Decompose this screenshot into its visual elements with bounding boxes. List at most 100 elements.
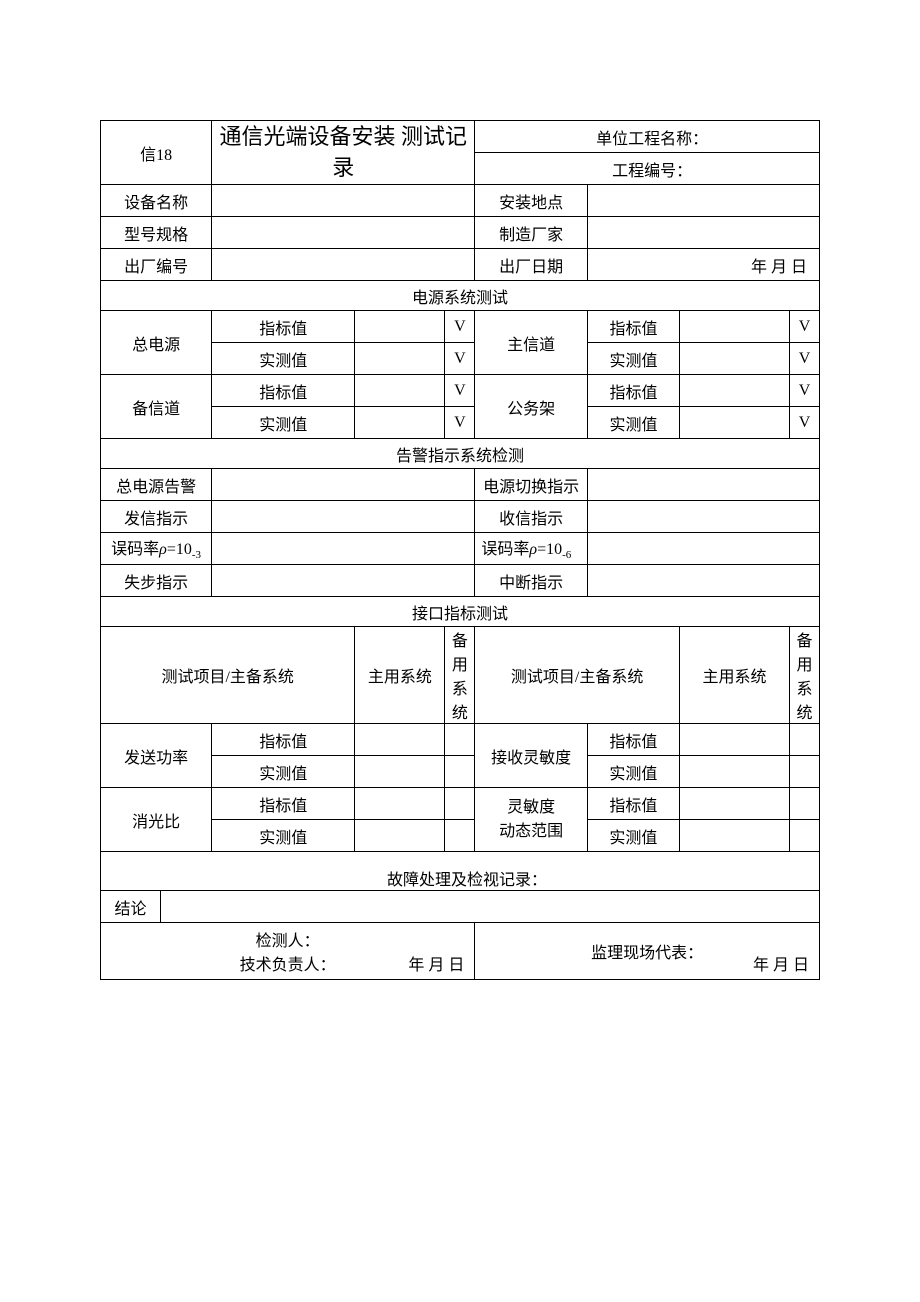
rx-indicator-label: 收信指示 (475, 501, 588, 533)
tx-power-measured-main (355, 756, 445, 788)
unit-v: V (790, 375, 820, 407)
main-power-measured-label: 实测值 (212, 343, 355, 375)
rx-indicator-value (587, 501, 819, 533)
main-channel-measured-label: 实测值 (587, 343, 679, 375)
main-channel-label: 主信道 (475, 311, 588, 375)
rx-sens-indicator-main (679, 724, 789, 756)
rx-sens-indicator-backup (790, 724, 820, 756)
extinction-ratio-label: 消光比 (101, 788, 212, 852)
rx-sens-measured-backup (790, 756, 820, 788)
ber-1e-3-value (212, 533, 475, 565)
factory-no-value (212, 249, 475, 281)
conclusion-label: 结论 (101, 891, 161, 923)
left-date: 年 月 日 (408, 951, 464, 975)
factory-date-label: 出厂日期 (475, 249, 588, 281)
sens-dr-indicator-main (679, 788, 789, 820)
iface-backup-sys-left: 备用系统 (445, 627, 475, 724)
factory-no-label: 出厂编号 (101, 249, 212, 281)
interrupt-label: 中断指示 (475, 565, 588, 597)
form-code: 信18 (101, 121, 212, 185)
test-record-form: 信18 通信光端设备安装 测试记录 单位工程名称： 工程编号： 设备名称 安装地… (100, 120, 820, 980)
right-date: 年 月 日 (753, 951, 809, 975)
service-rack-indicator-label: 指标值 (587, 375, 679, 407)
manufacturer-label: 制造厂家 (475, 217, 588, 249)
iface-test-item-left: 测试项目/主备系统 (101, 627, 355, 724)
backup-channel-measured-value (355, 407, 445, 439)
loss-sync-value (212, 565, 475, 597)
iface-main-sys-right: 主用系统 (679, 627, 789, 724)
ber-1e-6-value (587, 533, 819, 565)
service-rack-measured-value (680, 407, 790, 439)
ext-ratio-indicator-main (355, 788, 445, 820)
unit-v: V (790, 407, 820, 439)
device-name-value (212, 185, 475, 217)
main-power-label: 总电源 (101, 311, 212, 375)
tx-power-indicator-main (355, 724, 445, 756)
sens-dr-indicator-label: 指标值 (587, 788, 679, 820)
loss-sync-label: 失步指示 (101, 565, 212, 597)
backup-channel-indicator-value (355, 375, 445, 407)
interrupt-value (587, 565, 819, 597)
tx-power-measured-label: 实测值 (212, 756, 355, 788)
model-label: 型号规格 (101, 217, 212, 249)
tx-power-indicator-label: 指标值 (212, 724, 355, 756)
install-location-label: 安装地点 (475, 185, 588, 217)
unit-v: V (790, 343, 820, 375)
iface-test-item-right: 测试项目/主备系统 (475, 627, 680, 724)
factory-date-value: 年 月 日 (587, 249, 819, 281)
fault-record-label: 故障处理及检视记录： (101, 852, 820, 891)
main-power-indicator-value (355, 311, 445, 343)
sens-dr-measured-backup (790, 820, 820, 852)
ext-ratio-indicator-backup (445, 788, 475, 820)
ext-ratio-measured-backup (445, 820, 475, 852)
unit-v: V (445, 407, 475, 439)
ext-ratio-indicator-label: 指标值 (212, 788, 355, 820)
power-switch-value (587, 469, 819, 501)
ber-1e-3-label: 误码率ρ=10-3 (101, 533, 212, 565)
device-name-label: 设备名称 (101, 185, 212, 217)
main-power-indicator-label: 指标值 (212, 311, 355, 343)
tx-power-indicator-backup (445, 724, 475, 756)
manufacturer-value (587, 217, 819, 249)
inspector-label: 检测人： (107, 927, 468, 951)
tx-indicator-value (212, 501, 475, 533)
rx-sens-measured-label: 实测值 (587, 756, 679, 788)
main-power-alarm-value (212, 469, 475, 501)
unit-v: V (445, 311, 475, 343)
backup-channel-measured-label: 实测值 (212, 407, 355, 439)
conclusion-value (161, 891, 820, 923)
tx-power-measured-backup (445, 756, 475, 788)
power-switch-label: 电源切换指示 (475, 469, 588, 501)
power-section-title: 电源系统测试 (101, 281, 820, 311)
main-channel-measured-value (680, 343, 790, 375)
main-power-alarm-label: 总电源告警 (101, 469, 212, 501)
main-channel-indicator-value (680, 311, 790, 343)
iface-main-sys-left: 主用系统 (355, 627, 445, 724)
inspector-signature-block: 检测人： 技术负责人： 年 月 日 (101, 923, 475, 980)
main-channel-indicator-label: 指标值 (587, 311, 679, 343)
sens-dr-measured-label: 实测值 (587, 820, 679, 852)
sensitivity-dynamic-range-label: 灵敏度动态范围 (475, 788, 588, 852)
supervisor-signature-block: 监理现场代表： 年 月 日 (475, 923, 820, 980)
main-power-measured-value (355, 343, 445, 375)
service-rack-indicator-value (680, 375, 790, 407)
rx-sens-measured-main (679, 756, 789, 788)
unit-v: V (445, 343, 475, 375)
service-rack-measured-label: 实测值 (587, 407, 679, 439)
interface-section-title: 接口指标测试 (101, 597, 820, 627)
alarm-section-title: 告警指示系统检测 (101, 439, 820, 469)
ber-1e-6-label: 误码率ρ=10-6 (475, 533, 588, 565)
sens-dr-measured-main (679, 820, 789, 852)
ext-ratio-measured-label: 实测值 (212, 820, 355, 852)
form-title: 通信光端设备安装 测试记录 (212, 121, 475, 185)
backup-channel-label: 备信道 (101, 375, 212, 439)
install-location-value (587, 185, 819, 217)
ext-ratio-measured-main (355, 820, 445, 852)
unit-project-name-label: 单位工程名称： (475, 121, 820, 153)
model-value (212, 217, 475, 249)
iface-backup-sys-right: 备用系统 (790, 627, 820, 724)
tx-indicator-label: 发信指示 (101, 501, 212, 533)
project-number-label: 工程编号： (475, 153, 820, 185)
backup-channel-indicator-label: 指标值 (212, 375, 355, 407)
unit-v: V (445, 375, 475, 407)
